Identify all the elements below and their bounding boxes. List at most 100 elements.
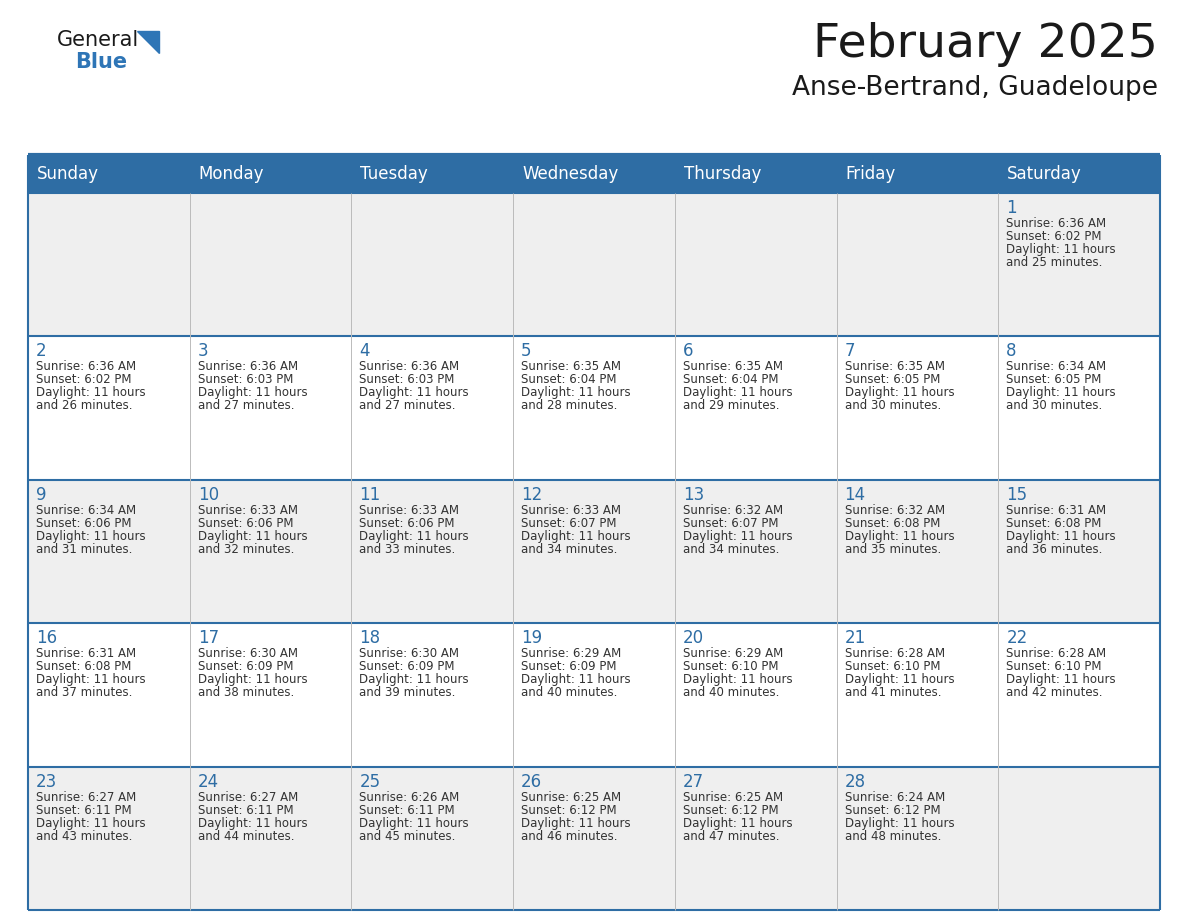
Text: Sunrise: 6:28 AM: Sunrise: 6:28 AM [1006, 647, 1106, 660]
Text: Daylight: 11 hours: Daylight: 11 hours [36, 386, 146, 399]
Text: 13: 13 [683, 486, 704, 504]
Text: Tuesday: Tuesday [360, 165, 428, 183]
Text: Sunset: 6:08 PM: Sunset: 6:08 PM [36, 660, 132, 673]
Text: Sunset: 6:08 PM: Sunset: 6:08 PM [1006, 517, 1101, 530]
Text: Sunset: 6:12 PM: Sunset: 6:12 PM [522, 803, 617, 817]
Text: and 47 minutes.: and 47 minutes. [683, 830, 779, 843]
Text: Daylight: 11 hours: Daylight: 11 hours [197, 817, 308, 830]
Text: and 44 minutes.: and 44 minutes. [197, 830, 295, 843]
Text: Sunset: 6:09 PM: Sunset: 6:09 PM [197, 660, 293, 673]
Text: Daylight: 11 hours: Daylight: 11 hours [845, 530, 954, 543]
Text: 11: 11 [360, 486, 380, 504]
Bar [29, 336, 1159, 480]
Text: 14: 14 [845, 486, 866, 504]
Text: Saturday: Saturday [1007, 165, 1082, 183]
Text: Sunset: 6:05 PM: Sunset: 6:05 PM [1006, 374, 1101, 386]
Text: Sunset: 6:06 PM: Sunset: 6:06 PM [36, 517, 132, 530]
Text: Sunrise: 6:31 AM: Sunrise: 6:31 AM [36, 647, 137, 660]
Text: and 36 minutes.: and 36 minutes. [1006, 543, 1102, 555]
Text: Daylight: 11 hours: Daylight: 11 hours [1006, 386, 1116, 399]
Text: and 48 minutes.: and 48 minutes. [845, 830, 941, 843]
Text: Sunrise: 6:36 AM: Sunrise: 6:36 AM [197, 361, 298, 374]
Text: Sunrise: 6:35 AM: Sunrise: 6:35 AM [683, 361, 783, 374]
Text: Sunset: 6:12 PM: Sunset: 6:12 PM [683, 803, 778, 817]
Text: 5: 5 [522, 342, 532, 361]
Text: 6: 6 [683, 342, 694, 361]
Text: 22: 22 [1006, 629, 1028, 647]
Text: Daylight: 11 hours: Daylight: 11 hours [1006, 243, 1116, 256]
Text: Sunrise: 6:32 AM: Sunrise: 6:32 AM [683, 504, 783, 517]
Text: Sunset: 6:03 PM: Sunset: 6:03 PM [360, 374, 455, 386]
Text: Daylight: 11 hours: Daylight: 11 hours [522, 386, 631, 399]
Text: Sunset: 6:08 PM: Sunset: 6:08 PM [845, 517, 940, 530]
Text: 12: 12 [522, 486, 543, 504]
Text: Daylight: 11 hours: Daylight: 11 hours [683, 530, 792, 543]
Text: Sunset: 6:06 PM: Sunset: 6:06 PM [360, 517, 455, 530]
Text: Sunset: 6:03 PM: Sunset: 6:03 PM [197, 374, 293, 386]
Text: 2: 2 [36, 342, 46, 361]
Text: Sunrise: 6:35 AM: Sunrise: 6:35 AM [845, 361, 944, 374]
Text: and 40 minutes.: and 40 minutes. [683, 686, 779, 700]
Text: Monday: Monday [198, 165, 264, 183]
Bar [675, 155, 836, 193]
Text: and 38 minutes.: and 38 minutes. [197, 686, 293, 700]
Bar [29, 193, 1159, 336]
Text: and 31 minutes.: and 31 minutes. [36, 543, 132, 555]
Text: 24: 24 [197, 773, 219, 790]
Text: 28: 28 [845, 773, 866, 790]
Text: Daylight: 11 hours: Daylight: 11 hours [360, 530, 469, 543]
Text: Daylight: 11 hours: Daylight: 11 hours [360, 817, 469, 830]
Text: 23: 23 [36, 773, 57, 790]
Text: Sunset: 6:09 PM: Sunset: 6:09 PM [360, 660, 455, 673]
Bar [190, 155, 352, 193]
Text: Sunrise: 6:35 AM: Sunrise: 6:35 AM [522, 361, 621, 374]
Text: 7: 7 [845, 342, 855, 361]
Text: Sunset: 6:07 PM: Sunset: 6:07 PM [683, 517, 778, 530]
Text: 9: 9 [36, 486, 46, 504]
Text: Sunrise: 6:30 AM: Sunrise: 6:30 AM [360, 647, 460, 660]
Text: Sunset: 6:06 PM: Sunset: 6:06 PM [197, 517, 293, 530]
Text: Sunrise: 6:28 AM: Sunrise: 6:28 AM [845, 647, 944, 660]
Text: Sunrise: 6:31 AM: Sunrise: 6:31 AM [1006, 504, 1106, 517]
Text: and 35 minutes.: and 35 minutes. [845, 543, 941, 555]
Bar [352, 155, 513, 193]
Text: and 34 minutes.: and 34 minutes. [522, 543, 618, 555]
Text: and 27 minutes.: and 27 minutes. [360, 399, 456, 412]
Text: Sunset: 6:05 PM: Sunset: 6:05 PM [845, 374, 940, 386]
Text: Daylight: 11 hours: Daylight: 11 hours [197, 673, 308, 686]
Text: 19: 19 [522, 629, 542, 647]
Text: Sunrise: 6:34 AM: Sunrise: 6:34 AM [1006, 361, 1106, 374]
Text: Sunrise: 6:30 AM: Sunrise: 6:30 AM [197, 647, 298, 660]
Text: Wednesday: Wednesday [523, 165, 619, 183]
Text: 16: 16 [36, 629, 57, 647]
Text: and 39 minutes.: and 39 minutes. [360, 686, 456, 700]
Text: Daylight: 11 hours: Daylight: 11 hours [1006, 530, 1116, 543]
Text: Sunrise: 6:26 AM: Sunrise: 6:26 AM [360, 790, 460, 803]
Text: Sunset: 6:04 PM: Sunset: 6:04 PM [522, 374, 617, 386]
Text: Daylight: 11 hours: Daylight: 11 hours [683, 817, 792, 830]
Text: Daylight: 11 hours: Daylight: 11 hours [683, 673, 792, 686]
Text: Daylight: 11 hours: Daylight: 11 hours [845, 673, 954, 686]
Text: Daylight: 11 hours: Daylight: 11 hours [360, 673, 469, 686]
Text: Thursday: Thursday [684, 165, 762, 183]
Bar [29, 623, 1159, 767]
Text: Daylight: 11 hours: Daylight: 11 hours [360, 386, 469, 399]
Text: Sunset: 6:10 PM: Sunset: 6:10 PM [845, 660, 940, 673]
Bar [836, 155, 998, 193]
Text: and 40 minutes.: and 40 minutes. [522, 686, 618, 700]
Text: Daylight: 11 hours: Daylight: 11 hours [522, 817, 631, 830]
Bar [998, 155, 1159, 193]
Text: and 28 minutes.: and 28 minutes. [522, 399, 618, 412]
Text: Sunrise: 6:25 AM: Sunrise: 6:25 AM [522, 790, 621, 803]
Text: and 27 minutes.: and 27 minutes. [197, 399, 295, 412]
Text: Sunrise: 6:34 AM: Sunrise: 6:34 AM [36, 504, 137, 517]
Text: Sunset: 6:10 PM: Sunset: 6:10 PM [1006, 660, 1101, 673]
Text: Sunrise: 6:33 AM: Sunrise: 6:33 AM [522, 504, 621, 517]
Text: 20: 20 [683, 629, 704, 647]
Text: Sunset: 6:09 PM: Sunset: 6:09 PM [522, 660, 617, 673]
Text: Daylight: 11 hours: Daylight: 11 hours [845, 386, 954, 399]
Text: Blue: Blue [75, 52, 127, 72]
Text: 3: 3 [197, 342, 208, 361]
Text: 8: 8 [1006, 342, 1017, 361]
Text: Sunrise: 6:36 AM: Sunrise: 6:36 AM [1006, 217, 1106, 230]
